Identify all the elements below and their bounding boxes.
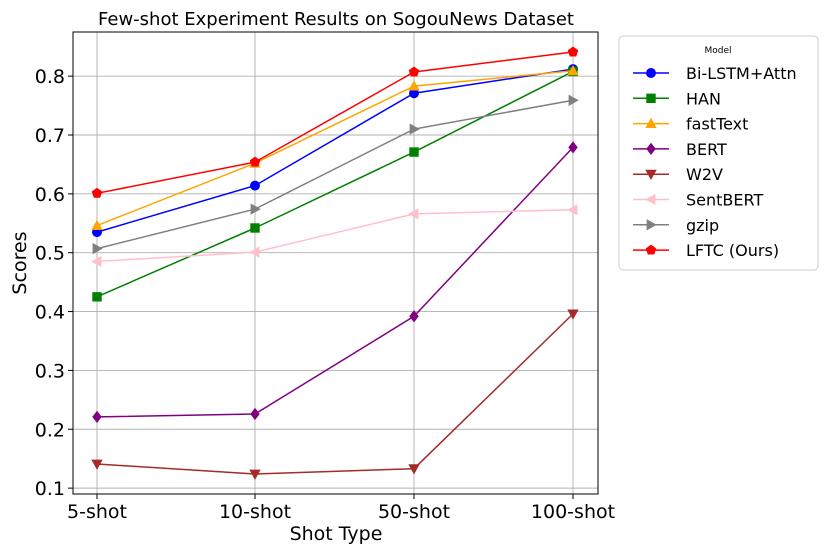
data-point-bi-lstm-attn — [249, 180, 260, 191]
y-tick-label: 0.4 — [35, 302, 65, 324]
x-axis-label: Shot Type — [290, 523, 383, 545]
data-point-lftc-ours — [567, 46, 579, 57]
legend: Model Bi-LSTM+Attn HAN fastText BERT W2V Sent… — [618, 35, 819, 271]
series-line-w2v — [96, 313, 574, 475]
data-point-bert — [92, 410, 102, 424]
legend-marker — [646, 68, 657, 79]
series-layer — [91, 46, 579, 480]
y-tick-label: 0.1 — [35, 478, 65, 500]
series-line-sentbert — [96, 208, 574, 263]
legend-label: W2V — [686, 165, 723, 184]
y-tick-label: 0.5 — [35, 243, 65, 265]
data-point-w2v — [91, 459, 103, 470]
data-point-sentbert — [567, 204, 578, 216]
legend-frame — [618, 35, 819, 271]
data-point-bert — [409, 310, 419, 323]
series-line-bert — [96, 146, 574, 418]
series-fasttext — [91, 64, 579, 231]
data-point-lftc-ours — [408, 66, 420, 77]
legend-label: BERT — [686, 140, 727, 159]
legend-label: HAN — [686, 89, 721, 108]
series-line-han — [96, 70, 574, 298]
data-point-w2v — [408, 464, 420, 475]
data-point-fasttext — [567, 64, 579, 76]
data-point-gzip — [568, 94, 579, 106]
legend-marker — [646, 93, 656, 104]
legend-item-fasttext: fastText — [633, 115, 748, 134]
data-point-gzip — [409, 123, 420, 135]
x-tick-label: 50-shot — [378, 501, 450, 523]
chart-title: Few-shot Experiment Results on SogouNews… — [98, 9, 574, 30]
y-tick-label: 0.7 — [35, 125, 65, 147]
legend-marker — [645, 117, 657, 128]
legend-item-lftc-ours: LFTC (Ours) — [633, 241, 779, 260]
legend-label: fastText — [686, 115, 748, 134]
data-point-lftc-ours — [91, 187, 103, 198]
series-han — [92, 66, 578, 302]
x-tick-label: 100-shot — [531, 501, 615, 523]
series-line-bi-lstm-attn — [96, 68, 574, 233]
series-line-gzip — [96, 99, 574, 250]
legend-marker — [646, 142, 656, 156]
data-point-bert — [568, 141, 578, 154]
x-axis: 5-shot 10-shot 50-shot 100-shot — [67, 494, 615, 523]
data-point-w2v — [249, 469, 261, 480]
data-point-sentbert — [91, 255, 102, 268]
y-tick-label: 0.3 — [35, 360, 65, 382]
legend-item-bert: BERT — [633, 140, 727, 159]
legend-marker — [646, 219, 657, 231]
series-w2v — [91, 309, 579, 480]
legend-title: Model — [704, 46, 731, 56]
series-line-lftc-ours — [96, 51, 574, 195]
data-point-sentbert — [249, 246, 260, 258]
y-tick-label: 0.2 — [35, 419, 65, 441]
plot-frame — [72, 31, 599, 495]
series-bert — [92, 141, 578, 424]
data-point-han — [250, 223, 260, 233]
legend-item-sentbert: SentBERT — [633, 191, 763, 210]
series-lftc-ours — [91, 46, 579, 198]
data-point-bert — [250, 407, 260, 421]
data-point-fasttext — [408, 80, 420, 91]
x-tick-label: 10-shot — [219, 501, 291, 523]
series-sentbert — [91, 204, 578, 268]
data-point-han — [92, 292, 102, 302]
legend-item-bi-lstm-attn: Bi-LSTM+Attn — [633, 64, 797, 83]
data-point-fasttext — [91, 219, 103, 231]
y-tick-label: 0.6 — [35, 184, 65, 206]
y-axis-label: Scores — [9, 231, 31, 294]
y-axis: 0.1 0.2 0.3 0.4 0.5 0.6 0.7 0.8 — [35, 66, 73, 500]
legend-marker — [645, 244, 657, 255]
data-point-han — [409, 147, 419, 157]
y-tick-label: 0.8 — [35, 66, 65, 88]
x-tick-label: 5-shot — [67, 501, 127, 523]
data-point-gzip — [250, 203, 261, 215]
data-point-lftc-ours — [249, 156, 261, 167]
legend-marker — [645, 169, 657, 181]
legend-label: LFTC (Ours) — [686, 241, 779, 260]
series-line-fasttext — [96, 70, 574, 227]
legend-item-w2v: W2V — [633, 165, 723, 184]
legend-label: gzip — [686, 216, 719, 235]
grid — [73, 32, 598, 494]
data-point-w2v — [567, 309, 579, 320]
legend-label: Bi-LSTM+Attn — [686, 64, 797, 83]
legend-label: SentBERT — [686, 191, 763, 210]
data-point-gzip — [92, 242, 103, 255]
series-gzip — [92, 94, 579, 255]
legend-item-han: HAN — [633, 89, 721, 108]
legend-marker — [645, 193, 656, 206]
data-point-sentbert — [408, 208, 419, 220]
legend-item-gzip: gzip — [633, 216, 719, 235]
